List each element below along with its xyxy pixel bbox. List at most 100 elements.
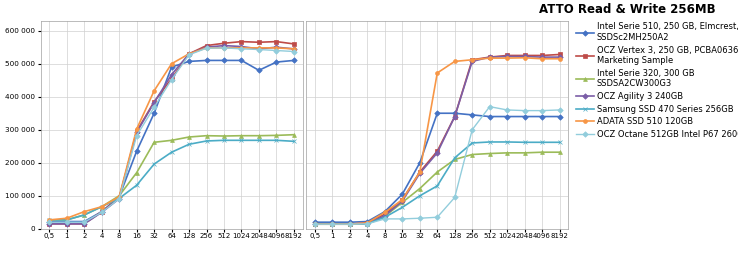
Samsung SSD 470 Series 256GB: [289, 140, 298, 143]
Intel Serie 510, 250 GB, Elmcrest,
SSDSc2MH250A2: [432, 112, 441, 115]
Intel Serie 320, 300 GB
SSDSA2CW300G3: [115, 194, 124, 197]
OCZ Octane 512GB Intel P67 2600K: [184, 53, 193, 56]
ADATA SSD 510 120GB: [97, 205, 106, 208]
ADATA SSD 510 120GB: [184, 52, 193, 55]
OCZ Agility 3 240GB: [63, 222, 72, 225]
Line: Intel Serie 510, 250 GB, Elmcrest,
SSDSc2MH250A2: Intel Serie 510, 250 GB, Elmcrest, SSDSc…: [47, 58, 296, 224]
OCZ Agility 3 240GB: [381, 214, 390, 217]
OCZ Vertex 3, 250 GB, PCBA0636-P,
Marketing Sample: [63, 222, 72, 225]
ADATA SSD 510 120GB: [345, 223, 354, 226]
Samsung SSD 470 Series 256GB: [555, 141, 564, 144]
Samsung SSD 470 Series 256GB: [150, 162, 159, 166]
Intel Serie 320, 300 GB
SSDSA2CW300G3: [132, 171, 141, 174]
OCZ Octane 512GB Intel P67 2600K: [289, 50, 298, 53]
Intel Serie 320, 300 GB
SSDSA2CW300G3: [167, 139, 176, 142]
OCZ Vertex 3, 250 GB, PCBA0636-P,
Marketing Sample: [398, 198, 407, 201]
Samsung SSD 470 Series 256GB: [132, 184, 141, 187]
Line: OCZ Octane 512GB Intel P67 2600K: OCZ Octane 512GB Intel P67 2600K: [313, 105, 562, 226]
ADATA SSD 510 120GB: [415, 171, 424, 174]
Intel Serie 510, 250 GB, Elmcrest,
SSDSc2MH250A2: [167, 66, 176, 69]
OCZ Agility 3 240GB: [486, 56, 494, 59]
Line: ADATA SSD 510 120GB: ADATA SSD 510 120GB: [47, 46, 296, 222]
Intel Serie 510, 250 GB, Elmcrest,
SSDSc2MH250A2: [555, 115, 564, 118]
Intel Serie 320, 300 GB
SSDSA2CW300G3: [381, 215, 390, 218]
OCZ Octane 512GB Intel P67 2600K: [272, 49, 281, 52]
Samsung SSD 470 Series 256GB: [220, 139, 229, 142]
Intel Serie 510, 250 GB, Elmcrest,
SSDSc2MH250A2: [345, 221, 354, 224]
ADATA SSD 510 120GB: [63, 217, 72, 220]
OCZ Octane 512GB Intel P67 2600K: [63, 221, 72, 224]
OCZ Octane 512GB Intel P67 2600K: [45, 221, 54, 224]
Samsung SSD 470 Series 256GB: [45, 218, 54, 222]
Intel Serie 320, 300 GB
SSDSA2CW300G3: [255, 134, 263, 137]
Intel Serie 510, 250 GB, Elmcrest,
SSDSc2MH250A2: [63, 220, 72, 223]
Intel Serie 510, 250 GB, Elmcrest,
SSDSc2MH250A2: [115, 195, 124, 198]
OCZ Octane 512GB Intel P67 2600K: [537, 109, 546, 112]
ADATA SSD 510 120GB: [520, 56, 529, 59]
Intel Serie 510, 250 GB, Elmcrest,
SSDSc2MH250A2: [328, 221, 337, 224]
ADATA SSD 510 120GB: [115, 195, 124, 198]
Samsung SSD 470 Series 256GB: [415, 194, 424, 197]
ADATA SSD 510 120GB: [450, 60, 459, 63]
OCZ Agility 3 240GB: [398, 199, 407, 203]
Samsung SSD 470 Series 256GB: [255, 139, 263, 142]
Intel Serie 320, 300 GB
SSDSA2CW300G3: [450, 158, 459, 161]
Samsung SSD 470 Series 256GB: [115, 197, 124, 200]
ADATA SSD 510 120GB: [381, 211, 390, 214]
OCZ Vertex 3, 250 GB, PCBA0636-P,
Marketing Sample: [167, 77, 176, 80]
Line: Intel Serie 320, 300 GB
SSDSA2CW300G3: Intel Serie 320, 300 GB SSDSA2CW300G3: [313, 150, 562, 226]
OCZ Vertex 3, 250 GB, PCBA0636-P,
Marketing Sample: [97, 210, 106, 213]
OCZ Octane 512GB Intel P67 2600K: [80, 221, 89, 224]
Samsung SSD 470 Series 256GB: [184, 143, 193, 146]
ADATA SSD 510 120GB: [220, 46, 229, 49]
OCZ Agility 3 240GB: [432, 151, 441, 154]
Line: ADATA SSD 510 120GB: ADATA SSD 510 120GB: [313, 56, 562, 226]
Intel Serie 510, 250 GB, Elmcrest,
SSDSc2MH250A2: [220, 59, 229, 62]
Intel Serie 320, 300 GB
SSDSA2CW300G3: [486, 152, 494, 155]
ADATA SSD 510 120GB: [398, 198, 407, 201]
Samsung SSD 470 Series 256GB: [167, 151, 176, 154]
Intel Serie 510, 250 GB, Elmcrest,
SSDSc2MH250A2: [97, 210, 106, 213]
Line: Intel Serie 510, 250 GB, Elmcrest,
SSDSc2MH250A2: Intel Serie 510, 250 GB, Elmcrest, SSDSc…: [313, 111, 562, 224]
ADATA SSD 510 120GB: [503, 56, 511, 60]
ADATA SSD 510 120GB: [272, 46, 281, 49]
Line: Samsung SSD 470 Series 256GB: Samsung SSD 470 Series 256GB: [47, 138, 296, 222]
ADATA SSD 510 120GB: [363, 221, 372, 224]
Intel Serie 510, 250 GB, Elmcrest,
SSDSc2MH250A2: [150, 112, 159, 115]
Intel Serie 510, 250 GB, Elmcrest,
SSDSc2MH250A2: [486, 115, 494, 118]
Intel Serie 510, 250 GB, Elmcrest,
SSDSc2MH250A2: [381, 210, 390, 213]
Samsung SSD 470 Series 256GB: [450, 156, 459, 159]
Samsung SSD 470 Series 256GB: [237, 139, 246, 142]
OCZ Octane 512GB Intel P67 2600K: [415, 217, 424, 220]
Intel Serie 320, 300 GB
SSDSA2CW300G3: [311, 223, 320, 226]
Intel Serie 320, 300 GB
SSDSA2CW300G3: [468, 153, 477, 156]
Intel Serie 320, 300 GB
SSDSA2CW300G3: [63, 218, 72, 222]
OCZ Octane 512GB Intel P67 2600K: [468, 128, 477, 131]
ADATA SSD 510 120GB: [80, 210, 89, 213]
OCZ Agility 3 240GB: [328, 223, 337, 226]
ADATA SSD 510 120GB: [202, 46, 211, 49]
Intel Serie 510, 250 GB, Elmcrest,
SSDSc2MH250A2: [255, 69, 263, 72]
Samsung SSD 470 Series 256GB: [345, 223, 354, 226]
Samsung SSD 470 Series 256GB: [468, 141, 477, 145]
OCZ Octane 512GB Intel P67 2600K: [237, 47, 246, 50]
Intel Serie 320, 300 GB
SSDSA2CW300G3: [398, 201, 407, 204]
OCZ Agility 3 240GB: [468, 60, 477, 63]
OCZ Vertex 3, 250 GB, PCBA0636-P,
Marketing Sample: [450, 115, 459, 118]
OCZ Vertex 3, 250 GB, PCBA0636-P,
Marketing Sample: [115, 196, 124, 199]
Samsung SSD 470 Series 256GB: [363, 222, 372, 225]
OCZ Octane 512GB Intel P67 2600K: [520, 109, 529, 112]
Line: OCZ Octane 512GB Intel P67 2600K: OCZ Octane 512GB Intel P67 2600K: [47, 46, 296, 224]
OCZ Vertex 3, 250 GB, PCBA0636-P,
Marketing Sample: [432, 150, 441, 153]
OCZ Vertex 3, 250 GB, PCBA0636-P,
Marketing Sample: [486, 56, 494, 59]
OCZ Vertex 3, 250 GB, PCBA0636-P,
Marketing Sample: [132, 130, 141, 133]
OCZ Agility 3 240GB: [520, 55, 529, 58]
OCZ Agility 3 240GB: [97, 211, 106, 214]
Intel Serie 320, 300 GB
SSDSA2CW300G3: [345, 223, 354, 226]
Intel Serie 510, 250 GB, Elmcrest,
SSDSc2MH250A2: [202, 59, 211, 62]
Intel Serie 510, 250 GB, Elmcrest,
SSDSc2MH250A2: [289, 59, 298, 62]
OCZ Agility 3 240GB: [345, 223, 354, 226]
Intel Serie 320, 300 GB
SSDSA2CW300G3: [150, 141, 159, 144]
OCZ Octane 512GB Intel P67 2600K: [503, 108, 511, 112]
ADATA SSD 510 120GB: [486, 56, 494, 60]
